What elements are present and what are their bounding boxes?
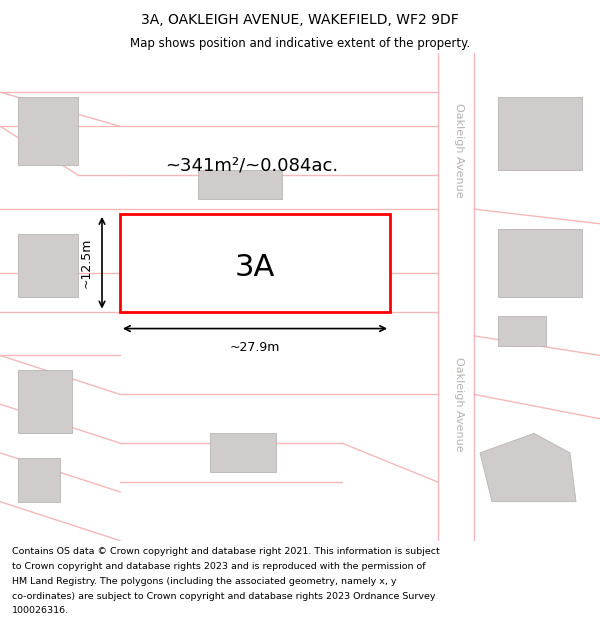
Polygon shape xyxy=(18,370,72,433)
Text: 100026316.: 100026316. xyxy=(12,606,69,616)
Text: HM Land Registry. The polygons (including the associated geometry, namely x, y: HM Land Registry. The polygons (includin… xyxy=(12,577,397,586)
Polygon shape xyxy=(198,170,282,199)
Text: co-ordinates) are subject to Crown copyright and database rights 2023 Ordnance S: co-ordinates) are subject to Crown copyr… xyxy=(12,592,436,601)
Text: ~341m²/~0.084ac.: ~341m²/~0.084ac. xyxy=(166,156,338,174)
Text: ~27.9m: ~27.9m xyxy=(230,341,280,354)
Text: to Crown copyright and database rights 2023 and is reproduced with the permissio: to Crown copyright and database rights 2… xyxy=(12,562,425,571)
Bar xyxy=(120,214,390,311)
Polygon shape xyxy=(498,229,582,297)
Polygon shape xyxy=(18,234,78,297)
Polygon shape xyxy=(498,97,582,170)
Polygon shape xyxy=(210,433,276,472)
Text: Oakleigh Avenue: Oakleigh Avenue xyxy=(454,357,464,451)
Text: ~12.5m: ~12.5m xyxy=(80,238,93,288)
Text: 3A, OAKLEIGH AVENUE, WAKEFIELD, WF2 9DF: 3A, OAKLEIGH AVENUE, WAKEFIELD, WF2 9DF xyxy=(141,13,459,28)
Polygon shape xyxy=(18,458,60,502)
Text: Oakleigh Avenue: Oakleigh Avenue xyxy=(454,103,464,198)
Text: Contains OS data © Crown copyright and database right 2021. This information is : Contains OS data © Crown copyright and d… xyxy=(12,548,440,556)
Polygon shape xyxy=(480,433,576,502)
Polygon shape xyxy=(498,316,546,346)
Text: 3A: 3A xyxy=(235,253,275,282)
Text: Map shows position and indicative extent of the property.: Map shows position and indicative extent… xyxy=(130,38,470,50)
Polygon shape xyxy=(174,253,300,292)
Polygon shape xyxy=(18,97,78,165)
